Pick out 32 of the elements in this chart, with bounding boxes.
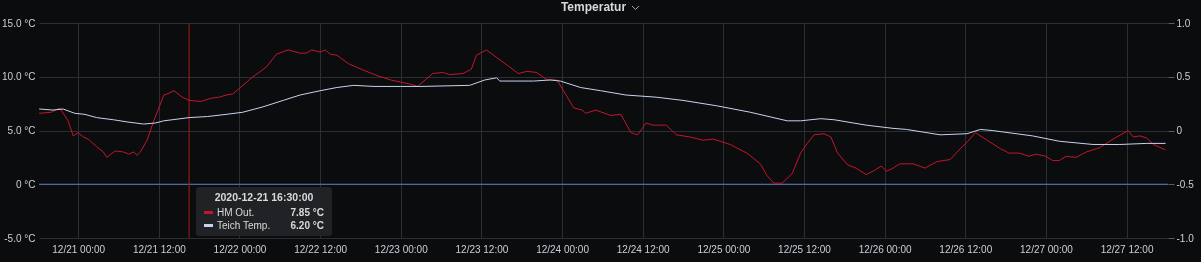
x-tick-label: 12/23 00:00 xyxy=(374,243,429,255)
y2-tick-label: -1.0 xyxy=(1176,232,1195,244)
x-tick-label: 12/22 12:00 xyxy=(294,243,348,255)
y-tick-label: 0 °C xyxy=(15,178,36,190)
legend-label: Teich Temp. xyxy=(217,219,272,232)
x-tick-label: 12/21 00:00 xyxy=(52,243,106,255)
x-tick-label: 12/24 00:00 xyxy=(536,243,590,255)
x-tick-label: 12/22 00:00 xyxy=(213,243,267,255)
annotation: 7.85 °C xyxy=(290,206,324,219)
legend-label: HM Out. xyxy=(217,206,256,219)
y-tick-label: -5.0 °C xyxy=(4,232,36,244)
line-series xyxy=(39,49,1166,184)
x-tick-label: 12/25 00:00 xyxy=(697,243,751,255)
chart-title: Temperatur xyxy=(560,0,627,14)
annotation: 2020-12-21 16:30:00 xyxy=(213,191,315,204)
y2-tick-label: 1.0 xyxy=(1176,17,1191,29)
y-tick-label: 15.0 °C xyxy=(2,17,36,29)
x-tick-label: 12/24 12:00 xyxy=(616,243,671,255)
y2-tick-label: -0.5 xyxy=(1176,178,1195,190)
x-tick-label: 12/23 12:00 xyxy=(455,243,509,255)
x-tick-label: 12/26 00:00 xyxy=(858,243,912,255)
x-tick-label: 12/25 12:00 xyxy=(778,243,832,255)
x-tick-label: 12/26 12:00 xyxy=(939,243,993,255)
y2-tick-label: 0 xyxy=(1176,125,1183,136)
x-tick-label: 12/27 00:00 xyxy=(1020,243,1074,255)
y-tick-label: 5.0 °C xyxy=(7,125,36,136)
line-series xyxy=(39,77,1166,145)
x-tick-label: 12/21 12:00 xyxy=(132,243,187,255)
y-tick-label: 10.0 °C xyxy=(2,71,36,83)
y2-tick-label: 0.5 xyxy=(1176,71,1191,83)
annotation: 6.20 °C xyxy=(290,219,324,232)
x-tick-label: 12/27 12:00 xyxy=(1100,243,1154,255)
